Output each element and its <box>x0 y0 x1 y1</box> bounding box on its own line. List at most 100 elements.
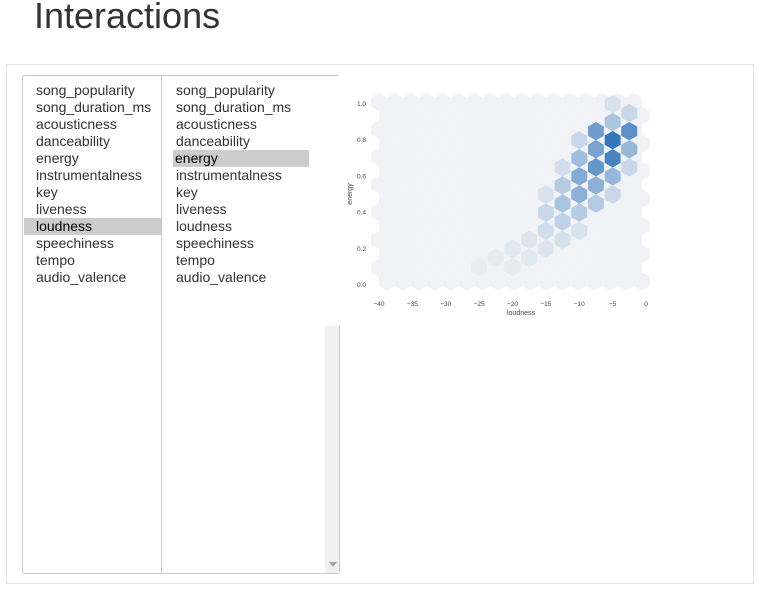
option-speechiness[interactable]: speechiness <box>176 235 254 251</box>
option-song-duration-ms[interactable]: song_duration_ms <box>176 99 292 115</box>
hexbin-background-cell <box>379 134 395 153</box>
option-liveness[interactable]: liveness <box>36 201 87 217</box>
hexbin-background-cell <box>387 148 403 167</box>
hexbin-background-cell <box>530 120 547 139</box>
hexbin-background-cell <box>450 175 467 194</box>
option-key[interactable]: key <box>36 184 58 200</box>
hexbin-background-cell <box>626 230 642 250</box>
hexbin-background-cell <box>371 175 387 194</box>
x-tick-label: −15 <box>540 301 551 308</box>
hexbin-background-cell <box>490 189 507 208</box>
hexbin-background-cell <box>442 217 459 236</box>
hexbin-background-cell <box>626 258 642 277</box>
hexbin-background-cell <box>634 189 650 208</box>
x-tick-label: −30 <box>440 301 451 308</box>
option-tempo[interactable]: tempo <box>176 252 215 268</box>
option-energy[interactable]: energy <box>173 150 309 167</box>
option-song-popularity[interactable]: song_popularity <box>36 82 135 98</box>
option-liveness[interactable]: liveness <box>176 201 227 217</box>
hexbin-background-cell <box>442 189 459 208</box>
hexbin-background-cell <box>506 217 523 236</box>
hexbin-background-cell <box>394 106 411 125</box>
hexbin-background-cell <box>530 148 547 167</box>
hexbin-background-cell <box>379 244 395 263</box>
hexbin-cell <box>521 248 538 267</box>
y-tick-label: 0.8 <box>357 137 366 144</box>
hexbin-cell <box>521 230 538 249</box>
hexbin-background-cell <box>394 161 411 181</box>
scroll-down-arrow-icon[interactable] <box>329 562 337 567</box>
option-loudness[interactable]: loudness <box>176 218 233 234</box>
hexbin-cell <box>604 94 621 114</box>
hexbin-background-cell <box>522 272 539 291</box>
option-acousticness[interactable]: acousticness <box>176 116 257 132</box>
hexbin-background-cell <box>450 92 467 112</box>
x-tick-label: −40 <box>373 301 384 308</box>
hexbin-background-cell <box>602 244 618 263</box>
hexbin-background-cell <box>410 244 427 263</box>
option-speechiness[interactable]: speechiness <box>36 235 114 251</box>
option-audio-valence[interactable]: audio_valence <box>176 269 267 285</box>
hexbin-background-cell <box>434 258 451 277</box>
variable-select-box[interactable]: song_popularity song_duration_ms acousticn… <box>22 75 340 574</box>
hexbin-background-cell <box>466 148 483 167</box>
option-song-popularity[interactable]: song_popularity <box>176 82 275 98</box>
hexbin-background-cell <box>522 161 539 181</box>
hexbin-cell <box>487 248 504 267</box>
hexbin-background-cell <box>371 258 387 277</box>
hexbin-background-cell <box>498 148 515 167</box>
hexbin-background-cell <box>426 244 443 263</box>
hexbin-background-cell <box>506 189 523 208</box>
hexbin-background-cell <box>466 92 483 112</box>
hexbin-cell <box>588 194 604 213</box>
hexbin-background-cell <box>450 230 467 250</box>
option-danceability[interactable]: danceability <box>36 133 110 149</box>
hexbin-background-cell <box>618 272 634 291</box>
hexbin-background-cell <box>442 161 459 181</box>
hexbin-cell <box>571 221 588 240</box>
hexbin-background-cell <box>418 258 435 277</box>
hexbin-background-cell <box>434 92 451 112</box>
option-tempo[interactable]: tempo <box>36 252 75 268</box>
hexbin-background-cell <box>586 272 603 291</box>
hexbin-cell <box>537 239 554 258</box>
x-variable-list[interactable]: song_popularity song_duration_ms acousticn… <box>23 76 162 573</box>
hexbin-background-cell <box>371 203 387 222</box>
option-instrumentalness[interactable]: instrumentalness <box>176 167 282 183</box>
hexbin-background-cell <box>554 272 571 291</box>
option-key[interactable]: key <box>176 184 198 200</box>
hexbin-cell <box>571 203 588 222</box>
y-variable-list[interactable]: song_popularity song_duration_ms acousticn… <box>162 76 325 573</box>
hexbin-background-cell <box>371 92 387 112</box>
hexbin-background-cell <box>387 92 403 112</box>
hexbin-background-cell <box>490 161 507 181</box>
x-tick-label: 0 <box>644 301 648 308</box>
hexbin-background-cell <box>418 92 435 112</box>
hexbin-background-cell <box>626 203 642 222</box>
option-danceability[interactable]: danceability <box>176 133 250 149</box>
hexbin-cell <box>471 257 488 277</box>
hexbin-background-cell <box>387 230 403 250</box>
option-loudness[interactable]: loudness <box>24 218 161 235</box>
hexbin-cell <box>588 140 604 159</box>
hexbin-background-cell <box>578 92 595 112</box>
hexbin-background-cell <box>618 244 634 263</box>
option-song-duration-ms[interactable]: song_duration_ms <box>36 99 152 115</box>
hexbin-plot: 0.0 0.2 0.4 0.6 0.8 1.0 −40 −35 −30 −25 −20 −15 −10… <box>325 76 670 326</box>
y-axis-label: energy <box>347 183 354 205</box>
hexbin-cell <box>571 131 588 150</box>
option-audio-valence[interactable]: audio_valence <box>36 269 127 285</box>
hexbin-background-cell <box>618 217 634 236</box>
hexbin-cell <box>588 176 604 195</box>
option-instrumentalness[interactable]: instrumentalness <box>36 167 142 183</box>
hexbin-background-cell <box>554 106 571 125</box>
hexbin-background-cell <box>442 106 459 125</box>
x-axis-label: loudness <box>507 310 536 317</box>
hexbin-cell <box>621 140 638 159</box>
option-energy[interactable]: energy <box>36 150 79 166</box>
y-tick-label: 0.4 <box>357 210 366 217</box>
hexbin-background-cell <box>506 134 523 153</box>
hexbin-background-cell <box>387 120 403 139</box>
option-acousticness[interactable]: acousticness <box>36 116 117 132</box>
hexbin-background-cell <box>570 272 587 291</box>
